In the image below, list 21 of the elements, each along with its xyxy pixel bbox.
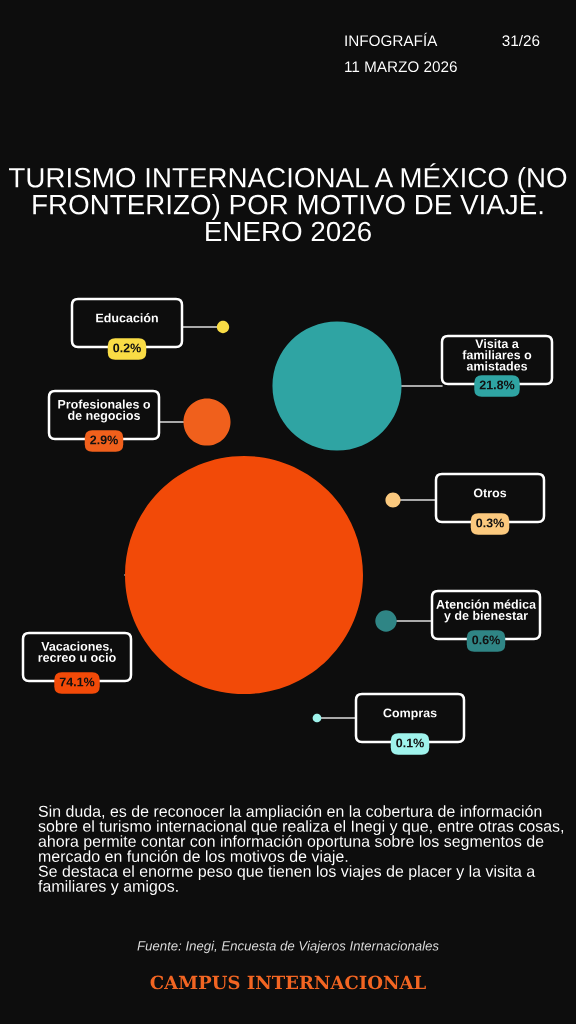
source-note: Fuente: Inegi, Encuesta de Viajeros Internacionales [137, 940, 439, 954]
text: TURISMO INTERNACIONAL A MÉXICO (NO FRONTERIZO) POR MOTIVO DE VIAJE. ENERO 2026 [9, 163, 567, 242]
text: INFOGRAFÍA [345, 32, 438, 47]
data-label: 21.8% [479, 380, 515, 390]
data-label: 0.6% [472, 635, 500, 645]
category-label: Educación [96, 313, 158, 323]
category-label: Otros [473, 488, 507, 498]
category-label: Vacaciones, recreo u ocio [38, 641, 116, 662]
category-label: Visita a familiares o amistades [462, 338, 532, 371]
text: Sin duda, es de reconocer la ampliación en la cobertura de información sobre el turismo internacional que realiza el Inegi y que, entre otras cosas, ahora permite contar con información oportuna sobre los segmentos de mercado en función de los motivos de viaje. Se destaca el enorme peso que tienen los viajes de placer y la visita a familiares y amigos. [38, 805, 564, 895]
data-label: 2.9% [90, 435, 118, 445]
data-label: 0.3% [476, 518, 504, 528]
data-label: 74.1% [59, 677, 95, 687]
category-label: Profesionales o de negocios [58, 399, 151, 423]
text: 31/26 [502, 34, 540, 47]
category-label: Atención médica y de bienestar [436, 599, 537, 623]
data-label: 0.2% [113, 343, 141, 353]
text: 11 MARZO 2026 [345, 61, 457, 73]
data-label: 0.1% [396, 738, 424, 748]
text: CAMPUS INTERNACIONAL [150, 975, 426, 990]
category-label: Compras [383, 708, 437, 720]
